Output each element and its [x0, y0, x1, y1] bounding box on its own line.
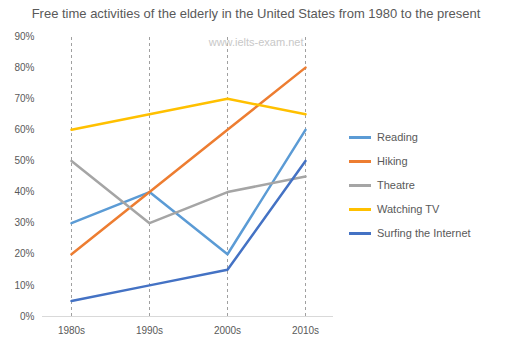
svg-text:20%: 20% [14, 248, 34, 259]
svg-text:80%: 80% [14, 62, 34, 73]
html-text:Surfing the Internet: Surfing the Internet [377, 227, 471, 239]
svg-text:90%: 90% [14, 31, 34, 42]
svg-text:2000s: 2000s [214, 325, 241, 336]
svg-text:0%: 0% [20, 311, 35, 322]
svg-text:1990s: 1990s [136, 325, 163, 336]
html-text:Hiking: Hiking [377, 155, 408, 167]
svg-text:40%: 40% [14, 186, 34, 197]
svg-text:30%: 30% [14, 217, 34, 228]
svg-text:10%: 10% [14, 280, 34, 291]
svg-text:www.ielts-exam.net: www.ielts-exam.net [208, 36, 304, 48]
html-text:Theatre: Theatre [377, 179, 415, 191]
html-text:Free time activities of the el: Free time activities of the elderly in t… [31, 6, 481, 21]
svg-text:2010s: 2010s [292, 325, 319, 336]
svg-text:50%: 50% [14, 155, 34, 166]
html-text:Watching TV: Watching TV [377, 203, 440, 215]
svg-text:70%: 70% [14, 93, 34, 104]
svg-text:60%: 60% [14, 124, 34, 135]
svg-text:1980s: 1980s [58, 325, 85, 336]
html-text:Reading: Reading [377, 131, 418, 143]
